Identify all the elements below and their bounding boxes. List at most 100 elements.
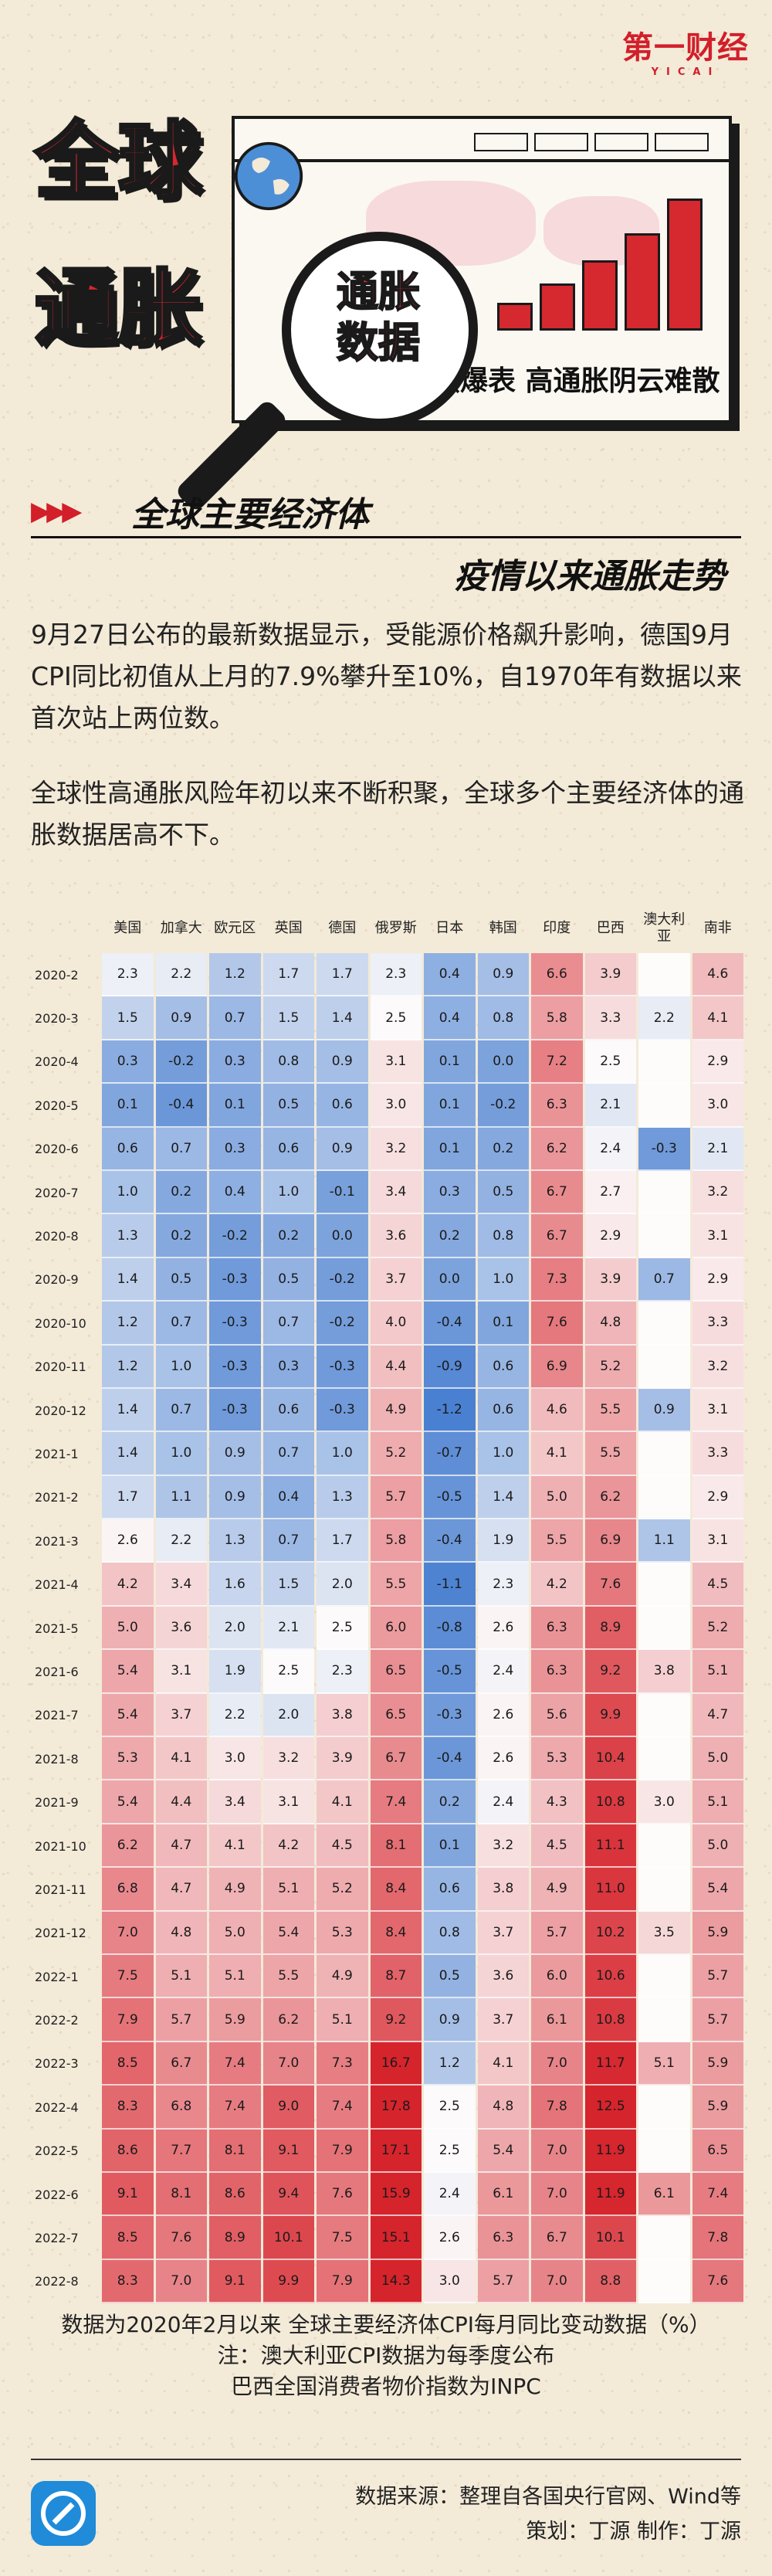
column-header: 德国: [328, 920, 357, 936]
heatmap-cell: [638, 1998, 690, 2042]
heatmap-cell: 5.1: [692, 1780, 743, 1824]
heatmap-cell: 7.8: [531, 2086, 583, 2130]
heatmap-cell: 7.2: [531, 1040, 583, 1084]
heatmap-cell: 1.4: [317, 996, 368, 1040]
table-row: 2022-6 9.1 8.1 8.6 9.4 7.6 15.9 2.4 6.1 7.0 11.9 6.…: [30, 2172, 743, 2217]
badge-text: 通胀 数据: [297, 266, 459, 368]
heatmap-cell: 5.0: [531, 1475, 583, 1520]
heatmap-cell: 0.7: [155, 1127, 207, 1171]
column-header: 俄罗斯: [374, 920, 417, 936]
heatmap-cell: 2.9: [692, 1257, 743, 1302]
heatmap-cell: 0.1: [209, 1084, 261, 1128]
table-row: 2021-4 4.2 3.4 1.6 1.5 2.0 5.5 -1.1 2.3 4.2 7.6 4.5: [30, 1563, 743, 1607]
row-label: 2020-3: [35, 1011, 79, 1027]
heatmap-cell: 7.6: [584, 1563, 636, 1607]
heatmap-cell: 0.2: [424, 1214, 476, 1258]
heatmap-cell: 0.1: [424, 1824, 476, 1868]
table-row: 2020-12 1.4 0.7 -0.3 0.6 -0.3 4.9 -1.2 0.6 4.6 5.5…: [30, 1388, 743, 1433]
heatmap-cell: 1.5: [262, 1563, 314, 1607]
heatmap-cell: 3.4: [209, 1780, 261, 1824]
heatmap-cell: 2.9: [692, 1475, 743, 1520]
heatmap-cell: [638, 1302, 690, 1346]
heatmap-cell: -1.1: [424, 1563, 476, 1607]
heatmap-cell: 0.7: [209, 996, 261, 1040]
table-body: 2020-2 2.3 2.2 1.2 1.7 1.7 2.3 0.4 0.9 6.6 3.9 4.6 2…: [30, 953, 743, 2304]
heatmap-cell: 0.4: [209, 1170, 261, 1215]
legend-swatch-red: [655, 133, 709, 151]
heatmap-cell: 7.8: [692, 2216, 743, 2260]
heatmap-cell: 6.2: [531, 1127, 583, 1171]
row-label: 2021-8: [35, 1751, 79, 1767]
heatmap-cell: 8.9: [584, 1606, 636, 1651]
heatmap-cell: -0.8: [424, 1606, 476, 1651]
heatmap-cell: 1.9: [477, 1519, 529, 1563]
heatmap-cell: 5.4: [477, 2129, 529, 2173]
heatmap-cell: 5.9: [692, 2041, 743, 2086]
heatmap-cell: 5.5: [584, 1388, 636, 1433]
heatmap-cell: [638, 2259, 690, 2304]
heatmap-cell: 3.6: [155, 1606, 207, 1651]
table-header-row: 美国 加拿大 欧元区 英国 德国 俄罗斯 日本 韩国 印度 巴西 澳大利亚 南非: [30, 904, 743, 953]
heatmap-cell: 4.0: [370, 1302, 422, 1346]
row-label: 2022-6: [35, 2187, 79, 2202]
heatmap-cell: 5.2: [370, 1432, 422, 1476]
heatmap-cell: 6.7: [531, 1214, 583, 1258]
heatmap-cell: 0.3: [209, 1040, 261, 1084]
heatmap-cell: 2.5: [317, 1606, 368, 1651]
heatmap-cell: 1.4: [102, 1432, 154, 1476]
heatmap-cell: 6.7: [531, 1170, 583, 1215]
heatmap-cell: 6.3: [477, 2216, 529, 2260]
heatmap-cell: 5.4: [102, 1693, 154, 1738]
table-row: 2020-11 1.2 1.0 -0.3 0.3 -0.3 4.4 -0.9 0.6 6.9 5.2…: [30, 1345, 743, 1389]
heatmap-cell: 0.9: [424, 1998, 476, 2042]
heatmap-cell: 3.0: [209, 1737, 261, 1781]
heatmap-cell: 5.1: [262, 1868, 314, 1912]
heatmap-cell: 1.5: [262, 996, 314, 1040]
heatmap-cell: 1.9: [209, 1650, 261, 1694]
heatmap-cell: -0.3: [209, 1345, 261, 1389]
heatmap-cell: 16.7: [370, 2041, 422, 2086]
heatmap-cell: 10.1: [262, 2216, 314, 2260]
section-title-1: 全球主要经济体: [131, 495, 369, 535]
heatmap-cell: 5.1: [692, 1650, 743, 1694]
heatmap-cell: 9.2: [370, 1998, 422, 2042]
heatmap-cell: 7.0: [531, 2041, 583, 2086]
row-label: 2021-3: [35, 1533, 79, 1549]
heatmap-cell: 0.1: [424, 1084, 476, 1128]
heatmap-cell: 6.7: [370, 1737, 422, 1781]
heatmap-cell: 0.8: [477, 1214, 529, 1258]
heatmap-cell: -0.9: [424, 1345, 476, 1389]
heatmap-cell: 0.9: [317, 1040, 368, 1084]
heatmap-cell: [638, 1563, 690, 1607]
heatmap-cell: 7.4: [370, 1780, 422, 1824]
heatmap-cell: 2.3: [370, 953, 422, 997]
heatmap-cell: 10.6: [584, 1954, 636, 1999]
heatmap-cell: 0.2: [262, 1214, 314, 1258]
heatmap-cell: 5.7: [531, 1911, 583, 1955]
heatmap-cell: 0.9: [638, 1388, 690, 1433]
heatmap-cell: 0.8: [424, 1911, 476, 1955]
heatmap-cell: 0.7: [262, 1432, 314, 1476]
legend-swatch-light-blue: [534, 133, 588, 151]
row-label: 2020-7: [35, 1185, 79, 1200]
heatmap-cell: [638, 1345, 690, 1389]
row-label: 2021-7: [35, 1708, 79, 1723]
table-row: 2021-11 6.8 4.7 4.9 5.1 5.2 8.4 0.6 3.8 4.9 11.0 5.…: [30, 1868, 743, 1912]
section-title-2: 疫情以来通胀走势: [454, 557, 726, 596]
heatmap-cell: 7.7: [155, 2129, 207, 2173]
heatmap-cell: 8.6: [209, 2172, 261, 2217]
heatmap-cell: 9.1: [209, 2259, 261, 2304]
heatmap-cell: 7.0: [531, 2129, 583, 2173]
heatmap-cell: 0.9: [317, 1127, 368, 1171]
heatmap-cell: [638, 1868, 690, 1912]
table-row: 2020-6 0.6 0.7 0.3 0.6 0.9 3.2 0.1 0.2 6.2 2.4 -0.3…: [30, 1127, 743, 1171]
heatmap-cell: 7.9: [317, 2259, 368, 2304]
heatmap-cell: 5.1: [209, 1954, 261, 1999]
heatmap-cell: 6.2: [262, 1998, 314, 2042]
heatmap-cell: 1.7: [262, 953, 314, 997]
heatmap-cell: 11.7: [584, 2041, 636, 2086]
heatmap-cell: 1.2: [209, 953, 261, 997]
heatmap-cell: 7.4: [209, 2086, 261, 2130]
heatmap-cell: 8.8: [584, 2259, 636, 2304]
heatmap-cell: 6.5: [692, 2129, 743, 2173]
